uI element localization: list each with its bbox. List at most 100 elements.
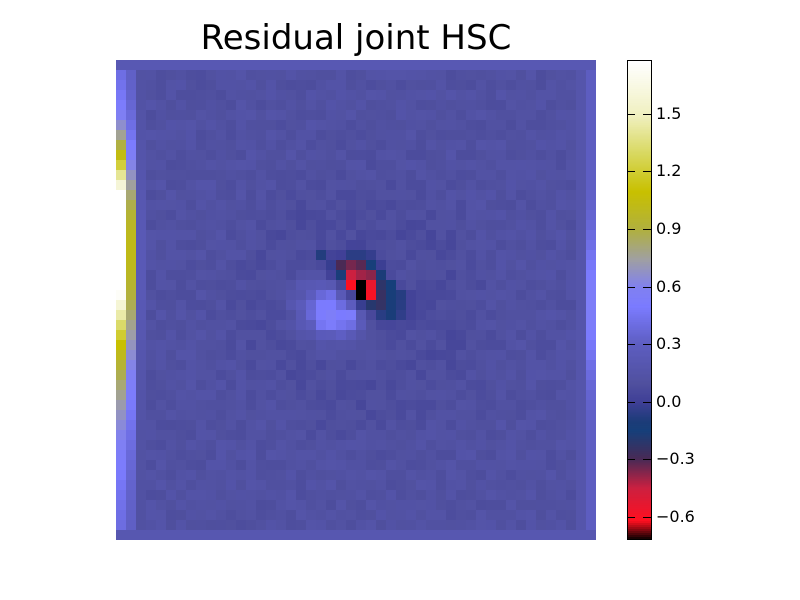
heatmap-cell <box>546 110 557 121</box>
colorbar-segment <box>628 228 651 231</box>
colorbar-segment <box>628 529 651 532</box>
heatmap-cell <box>406 310 417 321</box>
heatmap-cell <box>206 430 217 441</box>
heatmap-cell <box>346 260 357 271</box>
heatmap-cell <box>136 400 147 411</box>
heatmap-cell <box>376 60 387 71</box>
heatmap-cell <box>566 400 577 411</box>
heatmap-cell <box>516 270 527 281</box>
colorbar-segment <box>628 120 651 124</box>
heatmap-cell <box>446 440 457 451</box>
colorbar-segment <box>628 347 651 351</box>
heatmap-cell <box>356 440 367 451</box>
heatmap-cell <box>456 490 467 501</box>
heatmap-cell <box>166 190 177 201</box>
heatmap-cell <box>476 110 487 121</box>
heatmap-cell <box>586 140 596 151</box>
heatmap-cell <box>366 400 377 411</box>
heatmap-cell <box>156 410 167 421</box>
heatmap-cell <box>386 180 397 191</box>
heatmap-cell <box>316 60 327 71</box>
colorbar-segment <box>628 463 651 466</box>
heatmap-cell <box>466 170 477 181</box>
heatmap-cell <box>206 460 217 471</box>
heatmap-cell <box>446 490 457 501</box>
heatmap-cell <box>186 420 197 431</box>
heatmap-cell <box>216 420 227 431</box>
heatmap-cell <box>306 360 317 371</box>
heatmap-cell <box>216 80 227 91</box>
heatmap-cell <box>186 350 197 361</box>
heatmap-cell <box>556 380 567 391</box>
heatmap-cell <box>506 490 517 501</box>
colorbar-segment <box>628 517 651 520</box>
heatmap-cell <box>386 250 397 261</box>
heatmap-cell <box>126 120 137 131</box>
heatmap-cell <box>376 90 387 101</box>
heatmap-cell <box>546 390 557 401</box>
heatmap-cell <box>566 390 577 401</box>
heatmap-cell <box>426 440 437 451</box>
heatmap-cell <box>506 190 517 201</box>
heatmap-cell <box>486 440 497 451</box>
heatmap-cell <box>366 310 377 321</box>
heatmap-cell <box>586 80 596 91</box>
heatmap-cell <box>506 130 517 141</box>
heatmap-cell <box>486 400 497 411</box>
heatmap-cell <box>306 400 317 411</box>
heatmap-cell <box>306 270 317 281</box>
heatmap-cell <box>416 460 427 471</box>
heatmap-cell <box>456 290 467 301</box>
heatmap-cell <box>126 340 137 351</box>
heatmap-cell <box>136 490 147 501</box>
heatmap-cell <box>216 180 227 191</box>
heatmap-cell <box>136 180 147 191</box>
heatmap-cell <box>136 420 147 431</box>
heatmap-cell <box>396 530 407 540</box>
heatmap-cell <box>336 280 347 291</box>
heatmap-cell <box>166 450 177 461</box>
heatmap-cell <box>146 130 157 141</box>
heatmap-cell <box>576 450 587 461</box>
heatmap-cell <box>576 220 587 231</box>
heatmap-cell <box>426 420 437 431</box>
heatmap-cell <box>186 530 197 540</box>
heatmap-cell <box>466 320 477 331</box>
heatmap-cell <box>196 240 207 251</box>
heatmap-cell <box>556 530 567 540</box>
heatmap-cell <box>236 140 247 151</box>
heatmap-cell <box>296 420 307 431</box>
heatmap-cell <box>466 260 477 271</box>
heatmap-cell <box>576 60 587 71</box>
colorbar-segment <box>628 345 651 349</box>
heatmap-cell <box>556 200 567 211</box>
heatmap-cell <box>496 460 507 471</box>
heatmap-cell <box>376 510 387 521</box>
heatmap-cell <box>376 410 387 421</box>
colorbar-tick-label: 1.2 <box>656 161 682 180</box>
heatmap-cell <box>176 140 187 151</box>
heatmap-cell <box>526 220 537 231</box>
heatmap-cell <box>416 370 427 381</box>
heatmap-cell <box>336 370 347 381</box>
heatmap-cell <box>156 100 167 111</box>
heatmap-cell <box>206 470 217 481</box>
heatmap-cell <box>346 460 357 471</box>
heatmap-cell <box>396 410 407 421</box>
colorbar-segment <box>628 475 651 478</box>
heatmap-cell <box>466 250 477 261</box>
chart-title: Residual joint HSC <box>200 18 512 58</box>
heatmap-cell <box>526 490 537 501</box>
heatmap-cell <box>366 70 377 81</box>
heatmap-cell <box>146 190 157 201</box>
heatmap-cell <box>546 210 557 221</box>
colorbar-segment <box>628 509 651 512</box>
heatmap-cell <box>136 140 147 151</box>
heatmap-cell <box>136 170 147 181</box>
heatmap-cell <box>486 380 497 391</box>
heatmap-cell <box>156 310 167 321</box>
heatmap-cell <box>386 60 397 71</box>
heatmap-cell <box>376 390 387 401</box>
heatmap-cell <box>586 410 596 421</box>
heatmap-cell <box>266 280 277 291</box>
